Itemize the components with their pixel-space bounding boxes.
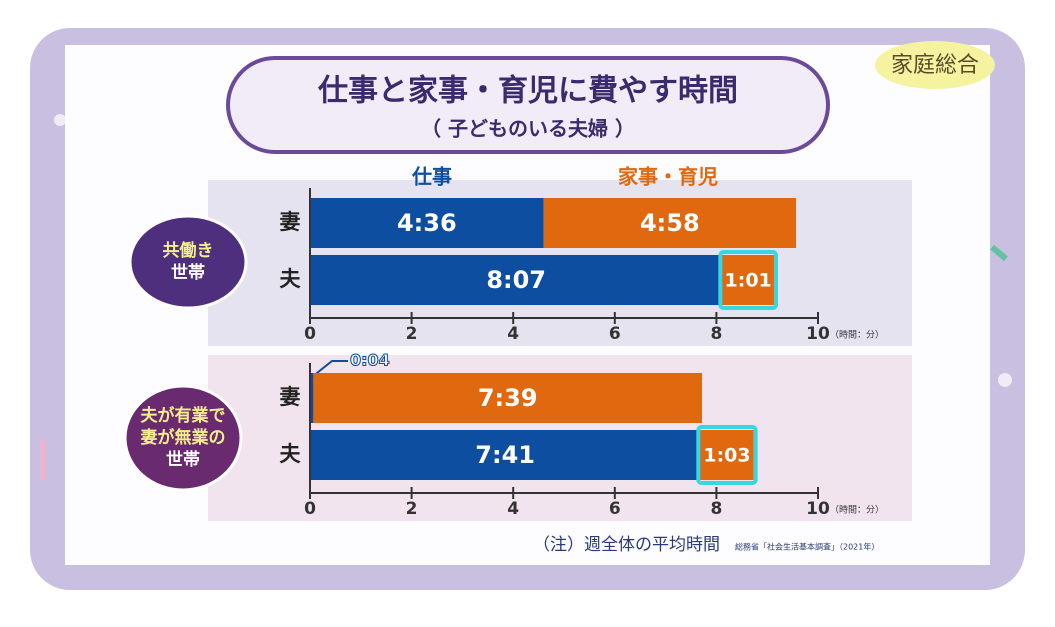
group-label: 妻が無業の bbox=[141, 427, 226, 448]
legend-label: 仕事 bbox=[411, 165, 452, 189]
logo-bg bbox=[875, 41, 995, 89]
value-label: 4:58 bbox=[640, 209, 700, 237]
bar bbox=[310, 255, 723, 305]
decoration bbox=[54, 114, 66, 126]
value-label: 1:01 bbox=[725, 270, 772, 292]
x-tick-label: 10 bbox=[806, 499, 830, 519]
x-tick-label: 8 bbox=[710, 324, 722, 344]
x-tick-label: 4 bbox=[507, 499, 519, 519]
source: 総務省「社会生活基本調査」（2021年） bbox=[735, 542, 879, 552]
value-label: 7:39 bbox=[478, 384, 538, 412]
title: 仕事と家事・育児に費やす時間 bbox=[317, 74, 738, 109]
callout-line bbox=[311, 360, 348, 418]
bar bbox=[313, 373, 703, 423]
value-label: 1:03 bbox=[703, 445, 750, 467]
highlight-box bbox=[696, 425, 758, 485]
logo: 家庭総合 bbox=[891, 53, 979, 78]
x-tick-label: 6 bbox=[609, 499, 621, 519]
x-tick-label: 10 bbox=[806, 324, 830, 344]
x-tick-label: 2 bbox=[406, 499, 418, 519]
value-label: 0:04 bbox=[350, 351, 390, 370]
note: （注）週全体の平均時間 bbox=[533, 535, 720, 555]
x-unit: （時間：分） bbox=[830, 505, 884, 516]
decoration bbox=[998, 373, 1012, 387]
y-tick-label: 夫 bbox=[280, 442, 302, 466]
value-label: 8:07 bbox=[486, 266, 546, 294]
group-badge bbox=[123, 384, 243, 492]
y-tick-label: 妻 bbox=[280, 210, 301, 234]
bar bbox=[310, 198, 544, 248]
bar bbox=[722, 255, 774, 305]
decoration bbox=[990, 244, 1008, 262]
legend-label: 家事・育児 bbox=[618, 165, 718, 189]
group-badge bbox=[128, 214, 248, 310]
bar bbox=[543, 198, 796, 248]
group-label: 共働き bbox=[163, 240, 214, 261]
y-tick-label: 夫 bbox=[280, 267, 302, 291]
highlight-box bbox=[718, 250, 778, 310]
subtitle: （ 子どものいる夫婦 ） bbox=[421, 117, 635, 141]
group-label: 世帯 bbox=[171, 262, 205, 283]
x-tick-label: 8 bbox=[710, 499, 722, 519]
x-tick-label: 2 bbox=[406, 324, 418, 344]
group-label: 夫が有業で bbox=[141, 405, 226, 426]
y-tick-label: 妻 bbox=[280, 385, 301, 409]
x-tick-label: 0 bbox=[304, 324, 316, 344]
x-unit: （時間：分） bbox=[830, 330, 884, 341]
decoration bbox=[40, 440, 46, 480]
bar bbox=[310, 430, 701, 480]
value-label: 4:36 bbox=[397, 209, 457, 237]
x-tick-label: 6 bbox=[609, 324, 621, 344]
x-tick-label: 4 bbox=[507, 324, 519, 344]
group-label: 世帯 bbox=[166, 449, 200, 470]
title-pill bbox=[226, 56, 830, 154]
x-tick-label: 0 bbox=[304, 499, 316, 519]
bar bbox=[700, 430, 754, 480]
value-label: 7:41 bbox=[475, 441, 535, 469]
